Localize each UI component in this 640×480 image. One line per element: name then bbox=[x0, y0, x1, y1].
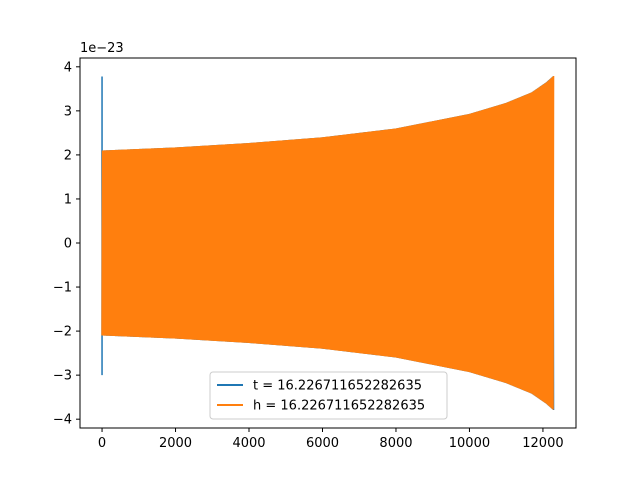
y-tick-label: 2 bbox=[64, 148, 72, 163]
y-tick-label: −1 bbox=[53, 281, 72, 296]
series-h bbox=[101, 75, 555, 410]
legend-label: t = 16.226711652282635 bbox=[253, 379, 422, 394]
y-tick-label: 3 bbox=[64, 104, 72, 119]
legend-label: h = 16.226711652282635 bbox=[253, 399, 425, 414]
x-tick-label: 8000 bbox=[379, 436, 412, 451]
plot-area bbox=[101, 75, 555, 411]
y-tick-label: −2 bbox=[53, 325, 72, 340]
x-tick-label: 12000 bbox=[522, 436, 563, 451]
legend: t = 16.226711652282635 h = 16.22671165228… bbox=[209, 371, 448, 420]
legend-box bbox=[209, 371, 448, 420]
y-offset-label: 1e−23 bbox=[80, 41, 124, 56]
y-tick-label: 1 bbox=[64, 192, 72, 207]
x-tick-label: 0 bbox=[98, 436, 106, 451]
y-tick-label: 4 bbox=[64, 60, 72, 75]
x-tick-label: 4000 bbox=[232, 436, 265, 451]
series-line bbox=[101, 75, 555, 410]
y-tick-label: 0 bbox=[64, 237, 72, 252]
x-tick-label: 2000 bbox=[159, 436, 192, 451]
x-axis: 0 2000 4000 6000 8000 10000 12000 bbox=[98, 428, 564, 451]
y-tick-label: −3 bbox=[53, 369, 72, 384]
y-axis: −4 −3 −2 −1 0 1 2 3 4 bbox=[53, 60, 80, 428]
axes-frame bbox=[79, 57, 577, 429]
y-tick-label: −4 bbox=[53, 413, 72, 428]
x-tick-label: 6000 bbox=[306, 436, 339, 451]
x-tick-label: 10000 bbox=[449, 436, 490, 451]
